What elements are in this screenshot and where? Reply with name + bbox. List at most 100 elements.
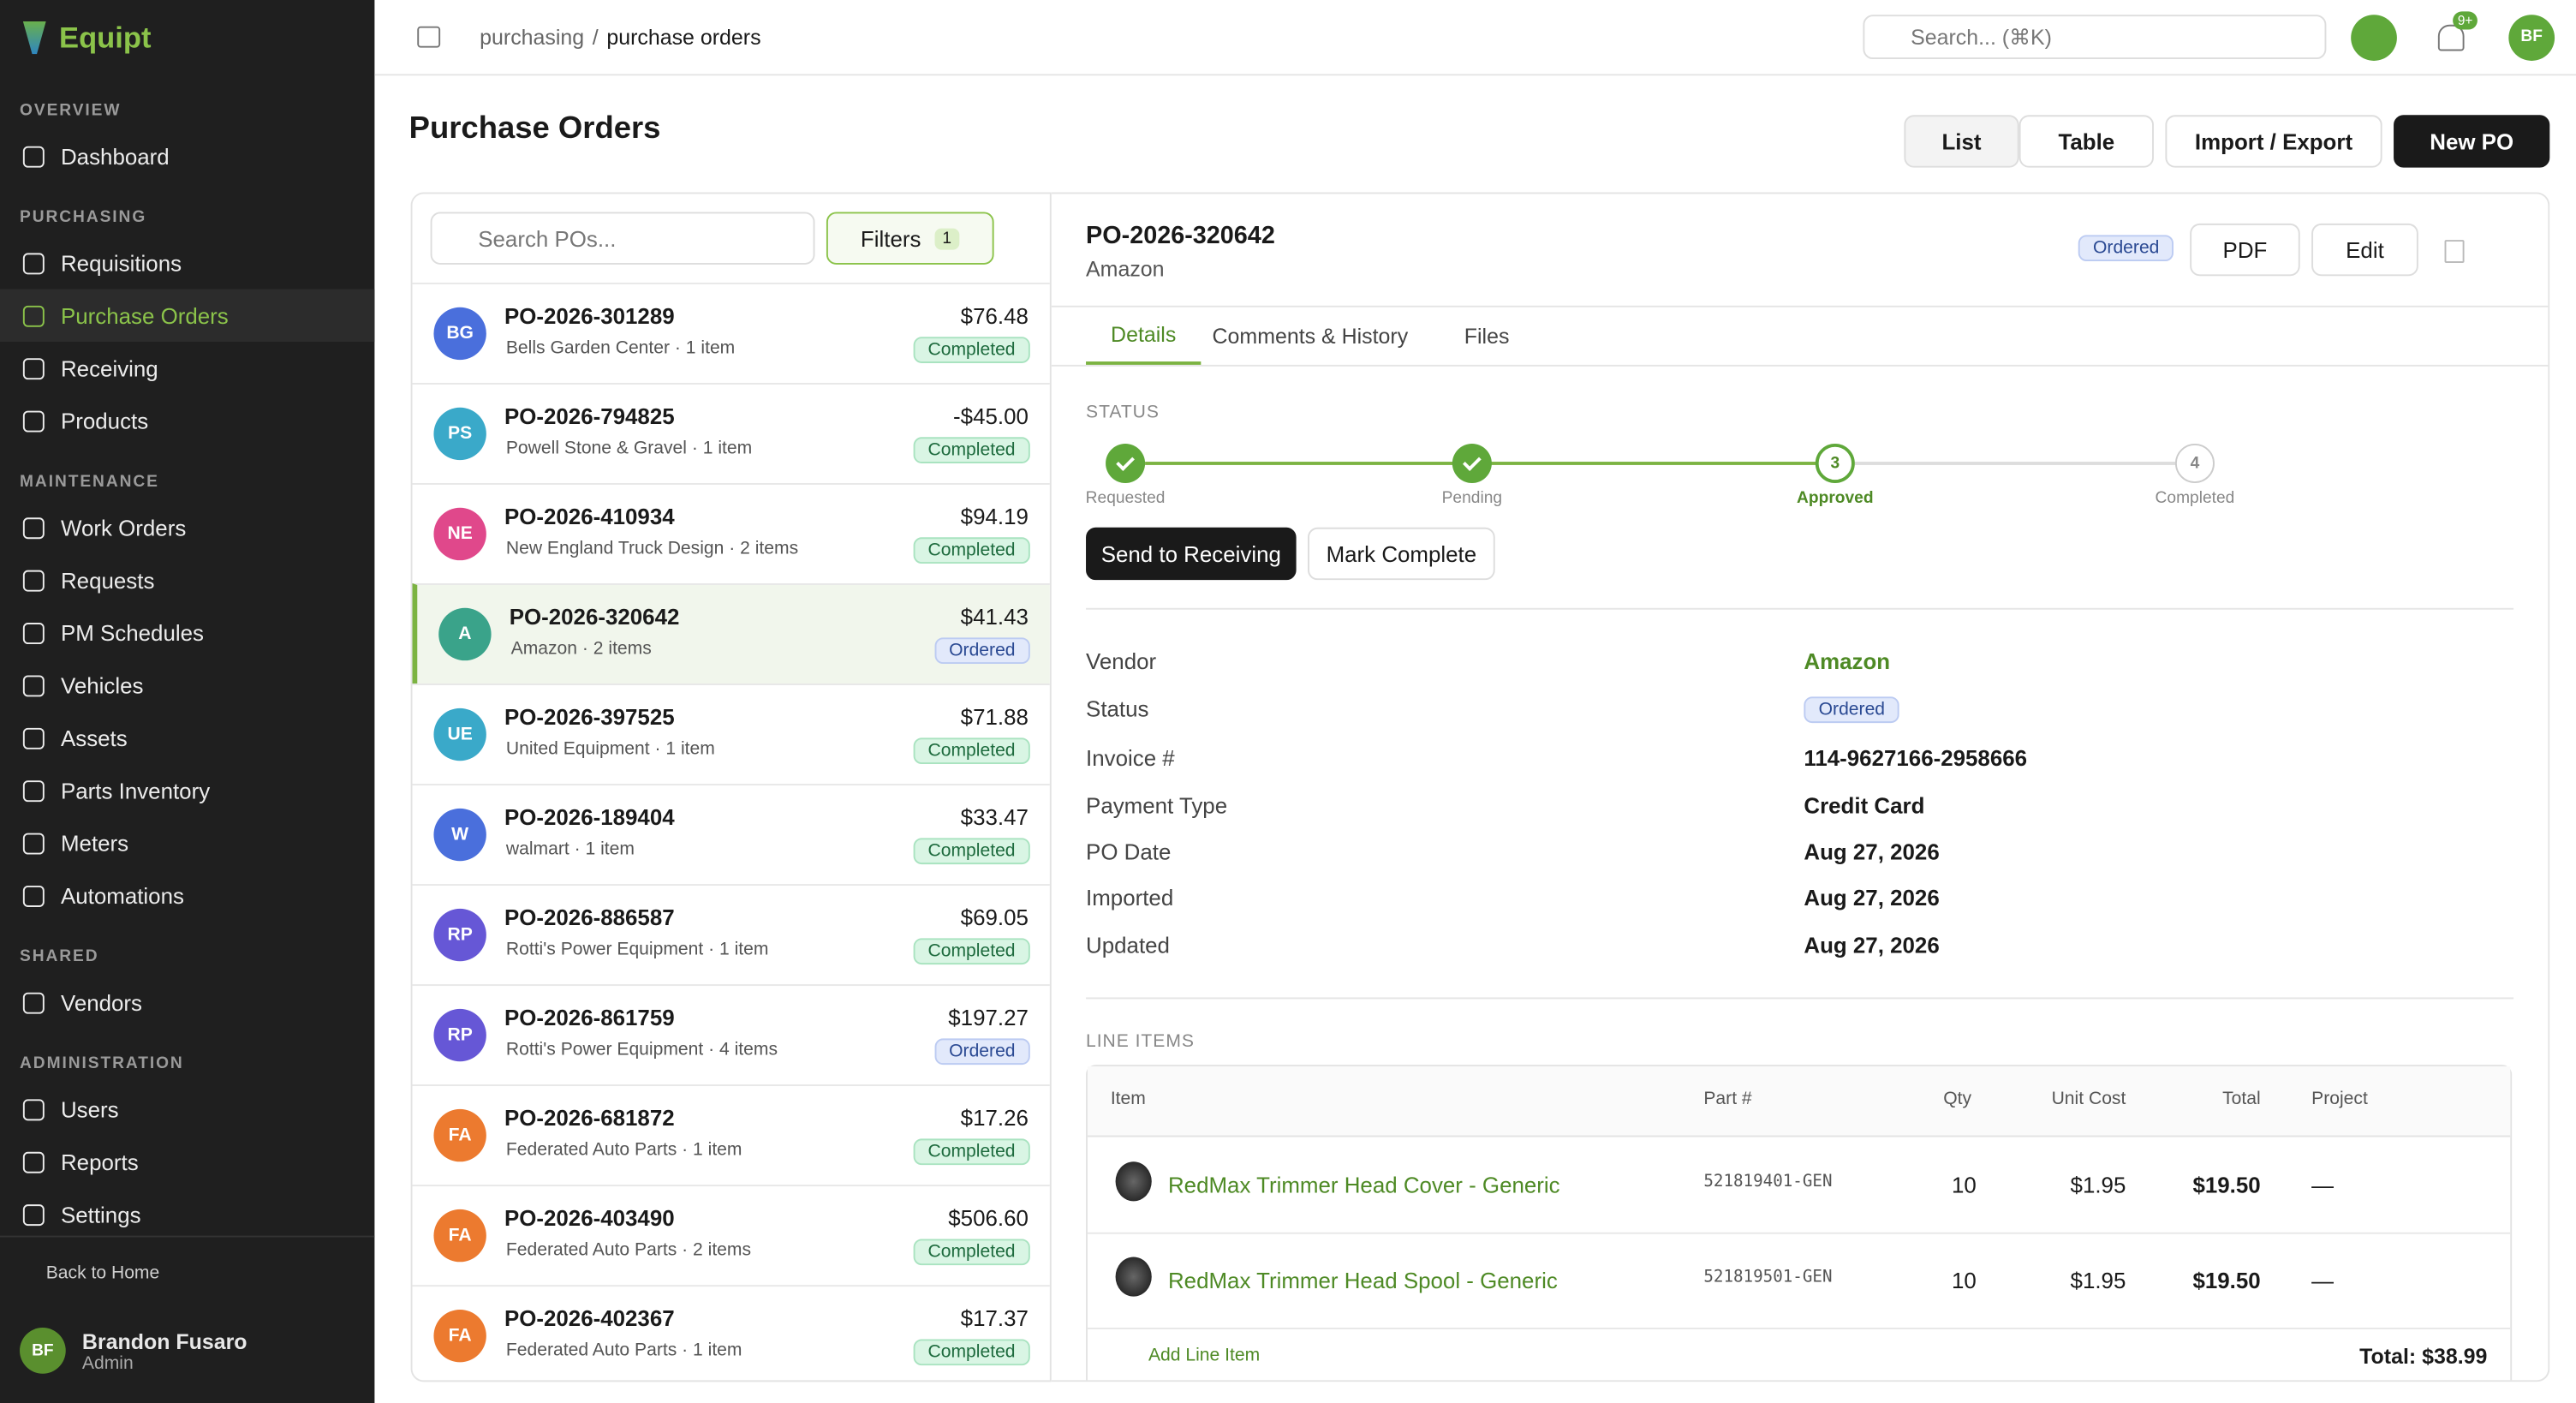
nav-item[interactable]: Dashboard: [0, 130, 374, 182]
po-id: PO-2026-402367: [504, 1306, 675, 1331]
divider: [1086, 997, 2514, 1000]
nav-icon: [22, 832, 45, 854]
status-badge: Completed: [913, 838, 1030, 865]
action-button[interactable]: Mark Complete: [1308, 527, 1495, 581]
toolbar-button[interactable]: Import / Export: [2165, 115, 2382, 168]
nav-item[interactable]: Purchase Orders: [0, 289, 375, 343]
list-search[interactable]: Search POs...: [430, 212, 815, 265]
nav-icon: [22, 409, 45, 432]
action-button[interactable]: Send to Receiving: [1086, 527, 1297, 581]
section-heading: STATUS: [1086, 403, 1160, 423]
vendor-avatar: RP: [433, 908, 486, 962]
tab[interactable]: Details: [1086, 306, 1202, 365]
add-button[interactable]: [2351, 14, 2397, 61]
nav-icon: [22, 569, 45, 591]
po-row[interactable]: BG PO-2026-301289 Bells Garden Center · 1 …: [412, 282, 1050, 383]
notification-badge: 9+: [2453, 10, 2478, 29]
nav-item[interactable]: Products: [0, 394, 374, 446]
po-row[interactable]: W PO-2026-189404 walmart · 1 item $33.47 Com…: [412, 784, 1050, 884]
section-title: PURCHASING: [20, 208, 147, 227]
step-label: Approved: [1797, 489, 1874, 508]
nav-item[interactable]: Automations: [0, 869, 374, 922]
sidebar-toggle[interactable]: [417, 26, 441, 48]
po-row[interactable]: NE PO-2026-410934 New England Truck Design…: [412, 483, 1050, 583]
toolbar-button[interactable]: Table: [2018, 115, 2154, 168]
nav-item[interactable]: Work Orders: [0, 501, 374, 553]
field-label: Imported: [1086, 886, 1174, 910]
topbar: purchasing / purchase orders Search... (⌘K)…: [374, 0, 2576, 76]
nav-icon: [22, 252, 45, 274]
detail-button[interactable]: Edit: [2311, 223, 2418, 277]
po-meta: Amazon · 2 items: [510, 639, 652, 660]
po-id: PO-2026-861759: [504, 1006, 675, 1030]
toolbar-button[interactable]: List: [1904, 115, 2019, 168]
back-link[interactable]: Back to Home: [0, 1235, 375, 1310]
po-row[interactable]: FA PO-2026-402367 Federated Auto Parts · 1…: [412, 1285, 1050, 1380]
user-avatar[interactable]: BF: [2508, 14, 2555, 61]
nav-item[interactable]: Assets: [0, 712, 374, 764]
field-label: Vendor: [1086, 648, 1157, 674]
field-value: Credit Card: [1804, 793, 1925, 819]
field-value: Aug 27, 2026: [1804, 886, 1940, 910]
status-badge: Ordered: [2078, 235, 2174, 262]
nav-item[interactable]: Settings: [0, 1188, 374, 1240]
filters-button[interactable]: Filters 1: [826, 212, 994, 265]
section-title: OVERVIEW: [20, 101, 122, 121]
cell: $1.95: [2070, 1173, 2126, 1198]
cell: 10: [1951, 1173, 1977, 1198]
nav-item[interactable]: Parts Inventory: [0, 764, 374, 816]
po-meta: Federated Auto Parts · 2 items: [505, 1240, 752, 1261]
global-search[interactable]: Search... (⌘K): [1863, 15, 2327, 60]
po-meta: Rotti's Power Equipment · 4 items: [505, 1040, 778, 1060]
cell[interactable]: RedMax Trimmer Head Spool - Generic: [1167, 1268, 1558, 1293]
po-row[interactable]: FA PO-2026-403490 Federated Auto Parts · 2…: [412, 1185, 1050, 1285]
po-row[interactable]: A PO-2026-320642 Amazon · 2 items $41.43 Ord…: [412, 583, 1050, 684]
nav-item[interactable]: Vendors: [0, 976, 374, 1029]
po-row[interactable]: RP PO-2026-861759 Rotti's Power Equipment …: [412, 984, 1050, 1084]
po-row[interactable]: PS PO-2026-794825 Powell Stone & Gravel · …: [412, 382, 1050, 483]
po-meta: Federated Auto Parts · 1 item: [505, 1140, 742, 1161]
nav-label: Requisitions: [60, 250, 182, 276]
delete-button[interactable]: [2444, 240, 2465, 263]
po-id: PO-2026-410934: [504, 504, 675, 529]
po-meta: Bells Garden Center · 1 item: [505, 338, 736, 359]
nav-label: Reports: [60, 1149, 139, 1174]
crumb[interactable]: purchasing: [480, 24, 585, 50]
nav-item[interactable]: Vehicles: [0, 659, 374, 711]
column-header: Total: [2222, 1089, 2261, 1109]
po-meta: Rotti's Power Equipment · 1 item: [505, 940, 769, 960]
po-row[interactable]: UE PO-2026-397525 United Equipment · 1 ite…: [412, 684, 1050, 784]
nav-item[interactable]: Meters: [0, 816, 374, 869]
field-value[interactable]: Amazon: [1804, 648, 1891, 674]
button-label: Send to Receiving: [1100, 541, 1281, 566]
notifications[interactable]: 9+: [2437, 10, 2478, 51]
nav-item[interactable]: Reports: [0, 1136, 374, 1188]
row-divider: [1087, 1328, 2511, 1329]
po-row[interactable]: RP PO-2026-886587 Rotti's Power Equipment …: [412, 884, 1050, 984]
tab[interactable]: Files: [1464, 322, 1510, 348]
tab[interactable]: Comments & History: [1212, 322, 1409, 348]
po-vendor: Amazon: [1086, 256, 1165, 282]
nav-item[interactable]: Receiving: [0, 342, 374, 394]
nav-item[interactable]: Users: [0, 1083, 374, 1135]
status-badge: Ordered: [933, 1038, 1030, 1066]
po-amount: $506.60: [948, 1206, 1029, 1231]
cell[interactable]: RedMax Trimmer Head Cover - Generic: [1167, 1173, 1560, 1198]
logo-icon: [22, 21, 46, 55]
nav-item[interactable]: Requests: [0, 553, 374, 606]
nav-item[interactable]: PM Schedules: [0, 606, 374, 659]
nav-item[interactable]: Requisitions: [0, 236, 374, 289]
search-placeholder: Search POs...: [478, 225, 617, 251]
status-badge: Completed: [913, 437, 1030, 463]
column-header: Part #: [1703, 1089, 1752, 1109]
button-label: Import / Export: [2194, 128, 2353, 154]
po-detail: PO-2026-320642 Amazon Ordered PDF Edit Detail…: [1051, 192, 2550, 1382]
tabs-divider: [1051, 305, 2549, 307]
add-line-item[interactable]: Add Line Item: [1148, 1346, 1261, 1366]
button-label: New PO: [2430, 128, 2514, 154]
detail-button[interactable]: PDF: [2190, 223, 2300, 277]
po-row[interactable]: FA PO-2026-681872 Federated Auto Parts · 1…: [412, 1084, 1050, 1185]
toolbar-button[interactable]: New PO: [2394, 115, 2550, 168]
row-divider: [1087, 1232, 2511, 1234]
